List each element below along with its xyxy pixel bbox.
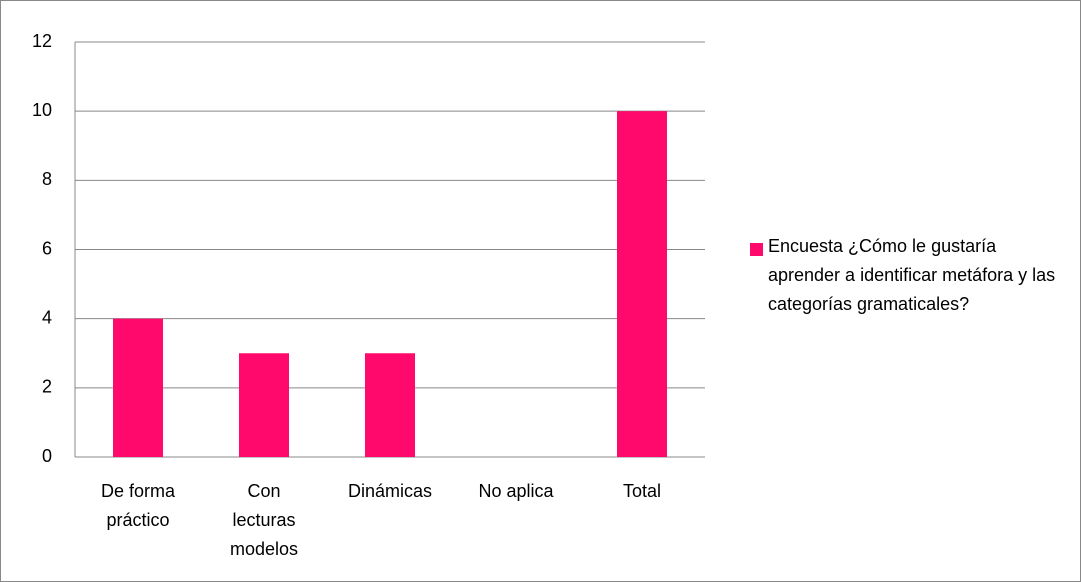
y-tick-label: 12 (32, 31, 52, 51)
legend-label: Encuesta ¿Cómo le gustaría aprender a id… (768, 236, 1056, 314)
legend-swatch (750, 243, 763, 256)
bar (365, 353, 415, 457)
bar (239, 353, 289, 457)
x-tick-label: De forma práctico (100, 481, 176, 530)
y-tick-label: 0 (42, 446, 52, 466)
y-tick-label: 10 (32, 100, 52, 120)
x-tick-label: Con lecturas modelos (229, 481, 299, 559)
y-tick-label: 8 (42, 169, 52, 189)
y-tick-label: 2 (42, 377, 52, 397)
x-tick-label: Total (622, 481, 662, 501)
bar (113, 318, 163, 457)
x-tick-label: Dinámicas (347, 481, 433, 501)
y-tick-label: 6 (42, 238, 52, 258)
bar (617, 111, 667, 458)
x-tick-label: No aplica (478, 481, 554, 501)
y-tick-label: 4 (42, 307, 52, 327)
